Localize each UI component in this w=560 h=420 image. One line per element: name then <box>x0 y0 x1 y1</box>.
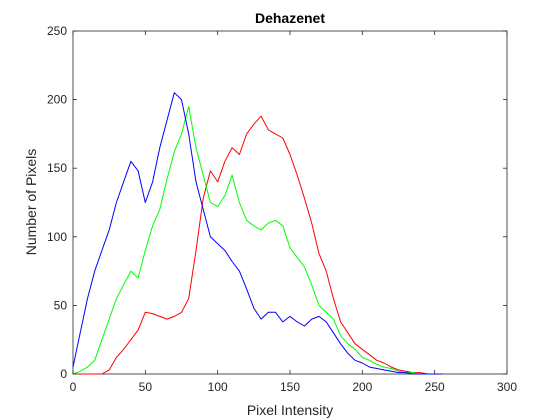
y-tick-label: 150 <box>47 161 67 175</box>
y-tick-label: 100 <box>47 230 67 244</box>
x-tick-label: 150 <box>280 380 300 394</box>
x-tick-label: 50 <box>139 380 153 394</box>
y-tick-label: 0 <box>60 367 67 381</box>
x-tick-label: 200 <box>352 380 372 394</box>
series-layer <box>72 92 442 375</box>
y-tick-label: 250 <box>47 24 67 38</box>
series-line-1 <box>73 115 442 375</box>
series-line-3 <box>72 92 442 375</box>
y-axis: 0 50 100 150 200 250 <box>47 24 507 381</box>
x-tick-label: 0 <box>70 380 77 394</box>
x-axis: 0 50 100 150 200 250 300 <box>70 31 517 394</box>
series-line-2 <box>72 106 442 375</box>
y-tick-label: 50 <box>54 298 68 312</box>
x-tick-label: 250 <box>425 380 445 394</box>
x-axis-label: Pixel Intensity <box>247 402 333 418</box>
x-tick-label: 300 <box>497 380 517 394</box>
plot-area <box>72 30 508 375</box>
x-tick-label: 100 <box>208 380 228 394</box>
y-tick-label: 200 <box>47 93 67 107</box>
y-axis-label: Number of Pixels <box>23 149 39 256</box>
chart-title: Dehazenet <box>255 10 325 26</box>
